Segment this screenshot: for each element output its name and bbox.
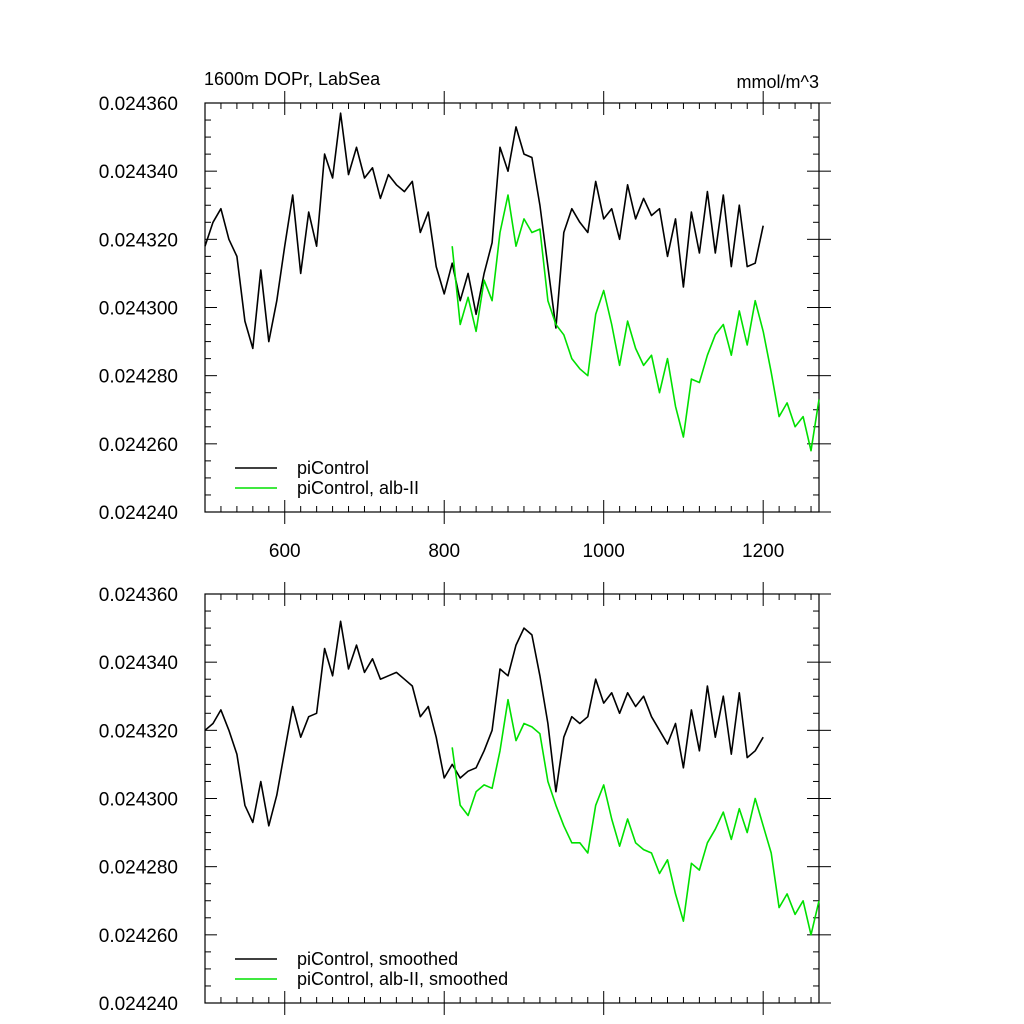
series-line-picontrol <box>204 112 764 350</box>
x-tick-label: 600 <box>269 541 301 562</box>
y-tick-label: 0.024260 <box>99 926 178 947</box>
y-tick-label: 0.024260 <box>99 435 178 456</box>
y-tick-label: 0.024240 <box>99 503 178 524</box>
bottom-panel: 0.024240 0.024260 0.024280 0.024300 0.024320… <box>99 582 831 1015</box>
units-label: mmol/m^3 <box>737 72 819 92</box>
series-line-picontrol-alb-ii <box>451 194 820 452</box>
y-tick-label: 0.024320 <box>99 230 178 251</box>
y-tick-label: 0.024300 <box>99 790 178 811</box>
series-line-picontrol <box>204 620 764 827</box>
plot-frame <box>204 593 820 1004</box>
plot-frame <box>204 102 820 513</box>
series-line-picontrol-alb-ii <box>451 698 820 936</box>
legend-label: piControl <box>297 458 369 478</box>
legend-label: piControl, alb-II, smoothed <box>297 969 508 989</box>
y-tick-label: 0.024360 <box>99 585 178 606</box>
y-tick-label: 0.024280 <box>99 367 178 388</box>
y-tick-label: 0.024320 <box>99 721 178 742</box>
chart-title: 1600m DOPr, LabSea <box>204 69 381 89</box>
legend-label: piControl, alb-II <box>297 478 419 498</box>
legend-label: piControl, smoothed <box>297 949 458 969</box>
x-tick-label: 800 <box>428 541 460 562</box>
y-tick-label: 0.024340 <box>99 653 178 674</box>
y-tick-label: 0.024300 <box>99 299 178 320</box>
y-tick-label: 0.024240 <box>99 994 178 1015</box>
top-panel: 1600m DOPr, LabSea mmol/m^3 600 800 1000 12… <box>99 69 831 562</box>
y-tick-label: 0.024360 <box>99 94 178 115</box>
y-tick-label: 0.024340 <box>99 162 178 183</box>
x-tick-label: 1000 <box>583 541 625 562</box>
x-tick-label: 1200 <box>742 541 784 562</box>
y-tick-label: 0.024280 <box>99 858 178 879</box>
